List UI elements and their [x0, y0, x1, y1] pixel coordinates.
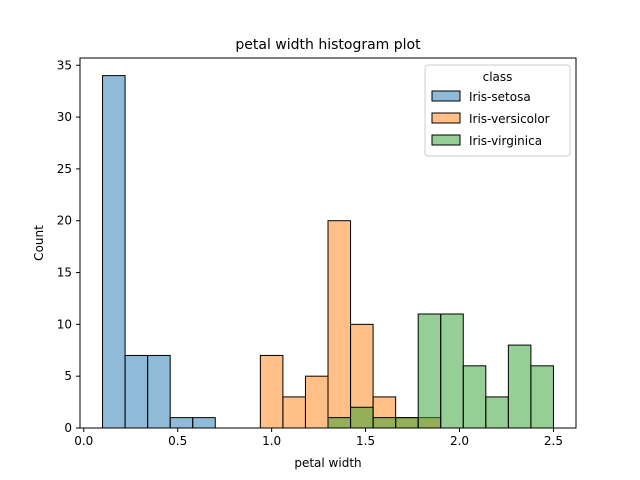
bar-iris-virginica-bin-19	[530, 365, 554, 429]
bar-iris-versicolor-bin-10	[327, 220, 352, 429]
bar-iris-virginica-bin-15	[440, 313, 464, 429]
bar-iris-setosa-bin-3	[169, 417, 194, 429]
y-tick-label: 35	[57, 58, 72, 72]
y-tick-label: 15	[57, 266, 72, 280]
legend-title: class	[483, 70, 513, 84]
bar-iris-versicolor-bin-9	[304, 375, 329, 429]
bar-iris-setosa-bin-1	[124, 354, 149, 429]
x-axis-label: petal width	[294, 456, 361, 470]
bar-iris-virginica-bin-11	[350, 406, 374, 429]
x-tick-label: 1.0	[262, 434, 281, 448]
y-tick-label: 5	[64, 369, 72, 383]
x-tick-label: 1.5	[356, 434, 375, 448]
bar-iris-virginica-bin-13	[395, 417, 419, 429]
chart-title: petal width histogram plot	[235, 37, 421, 53]
legend-swatch-iris-versicolor	[431, 112, 461, 124]
legend-swatch-iris-setosa	[431, 90, 461, 102]
bar-iris-virginica-bin-14	[417, 313, 442, 429]
x-tick-label: 0.0	[74, 434, 93, 448]
y-axis-label: Count	[32, 225, 46, 261]
y-tick-label: 0	[64, 421, 72, 435]
bar-iris-virginica-bin-10	[327, 417, 352, 429]
bar-iris-versicolor-bin-7	[259, 354, 284, 429]
legend-frame	[424, 64, 571, 157]
legend-swatch-iris-virginica	[431, 134, 461, 146]
bar-iris-setosa-bin-2	[147, 354, 171, 429]
legend-label-iris-virginica: Iris-virginica	[469, 134, 542, 148]
bar-iris-virginica-bin-16	[462, 365, 487, 429]
bar-iris-setosa-bin-4	[192, 417, 216, 429]
bars-layer	[102, 75, 554, 429]
bar-iris-virginica-bin-17	[485, 396, 509, 429]
axes-layer: 0.0 0.5 1.0 1.5 2.0 2.5 0 5 10 15 20 25 30 35	[57, 57, 577, 448]
bar-iris-versicolor-bin-8	[282, 396, 306, 429]
plot-frame	[79, 57, 577, 429]
bar-iris-virginica-bin-18	[507, 344, 532, 429]
y-tick-label: 20	[57, 214, 72, 228]
x-tick-label: 0.5	[168, 434, 187, 448]
legend: class Iris-setosa Iris-versicolor Iris-virg…	[424, 64, 571, 157]
y-tick-label: 25	[57, 162, 72, 176]
y-tick-label: 10	[57, 317, 72, 331]
bar-iris-setosa-bin-0	[102, 75, 126, 429]
legend-label-iris-versicolor: Iris-versicolor	[469, 112, 550, 126]
x-tick-label: 2.5	[544, 434, 563, 448]
y-tick-label: 30	[57, 110, 72, 124]
x-tick-label: 2.0	[450, 434, 469, 448]
bar-iris-virginica-bin-12	[372, 417, 397, 429]
legend-label-iris-setosa: Iris-setosa	[469, 90, 531, 104]
